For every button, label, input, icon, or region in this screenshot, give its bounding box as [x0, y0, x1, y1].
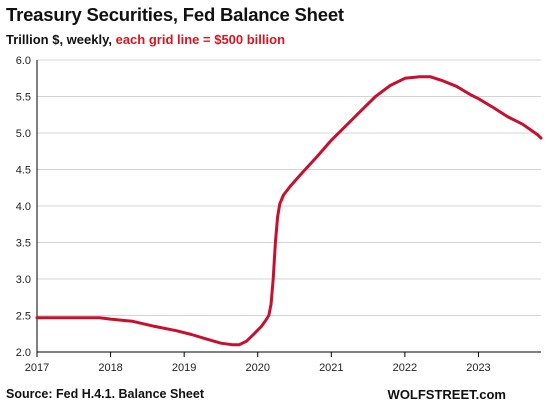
x-tick-label: 2019 — [172, 362, 196, 374]
y-tick-label: 5.0 — [16, 128, 31, 140]
x-tick-label: 2017 — [25, 362, 49, 374]
x-tick-label: 2022 — [393, 362, 417, 374]
y-tick-label: 3.0 — [16, 274, 31, 286]
y-tick-label: 3.5 — [16, 238, 31, 250]
subtitle-units: Trillion $, weekly, — [6, 32, 112, 47]
x-tick-label: 2018 — [98, 362, 122, 374]
y-tick-label: 4.0 — [16, 201, 31, 213]
series — [35, 75, 543, 347]
chart-title: Treasury Securities, Fed Balance Sheet — [6, 4, 344, 25]
grid-lines — [37, 59, 541, 316]
y-tick-label: 4.5 — [16, 165, 31, 177]
subtitle-grid-note: each grid line = $500 billion — [115, 32, 286, 47]
series-line — [35, 75, 543, 347]
y-tick-label: 6.0 — [16, 55, 31, 67]
axes: 2.0 2.5 3.0 3.5 4.0 4.5 5.0 5.5 6.0 2017 2018 2019 2… — [16, 55, 541, 374]
chart-subtitle: Trillion $, weekly, each grid line = $50… — [6, 32, 285, 47]
x-tick-label: 2020 — [245, 362, 269, 374]
y-tick-label: 2.5 — [16, 311, 31, 323]
x-tick-label: 2021 — [319, 362, 343, 374]
x-tick-label: 2023 — [466, 362, 490, 374]
brand-label: WOLFSTREET.com — [387, 387, 506, 402]
y-tick-label: 2.0 — [16, 347, 31, 359]
source-note: Source: Fed H.4.1. Balance Sheet — [6, 387, 204, 401]
y-tick-label: 5.5 — [16, 92, 31, 104]
